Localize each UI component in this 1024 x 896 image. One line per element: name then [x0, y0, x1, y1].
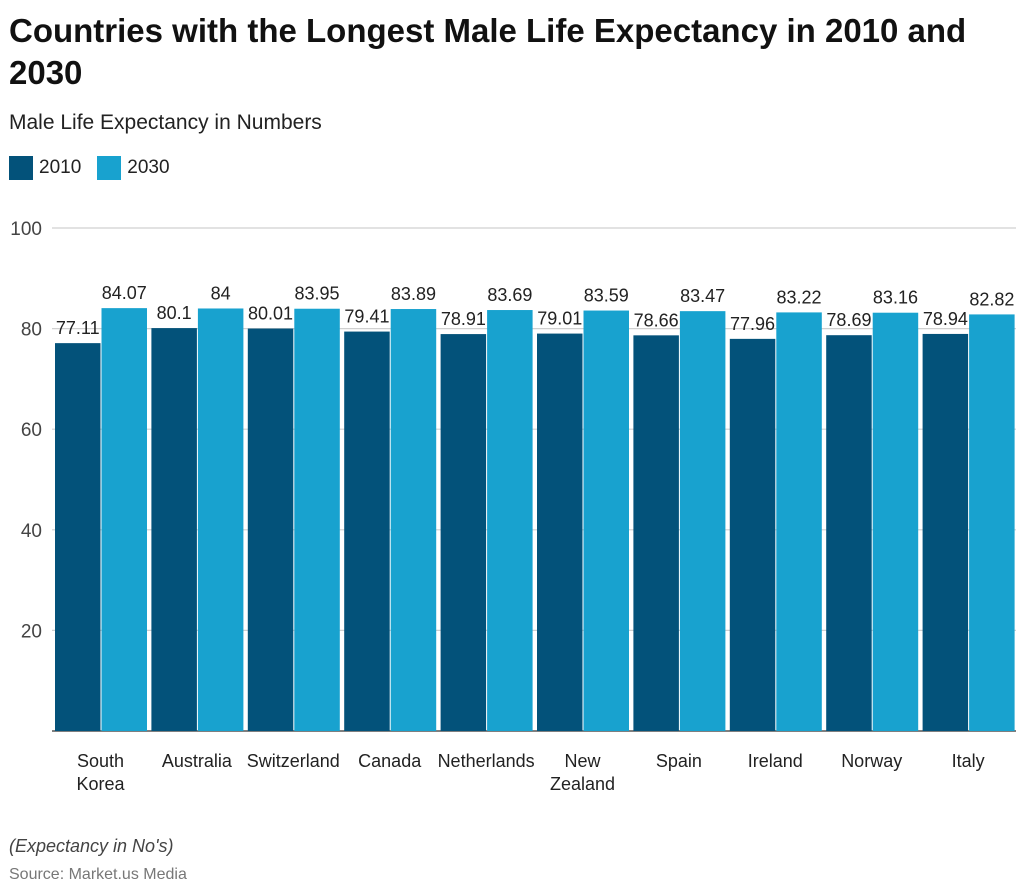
bar-2010	[826, 335, 872, 731]
x-tick-label: South	[77, 751, 124, 771]
data-label: 78.69	[826, 310, 871, 330]
y-tick-label: 40	[21, 521, 42, 542]
data-label: 82.82	[969, 289, 1014, 309]
legend-item-2030: 2030	[97, 156, 170, 180]
bar-2030	[390, 309, 437, 731]
bar-2030	[872, 312, 919, 731]
bar-2010	[55, 343, 101, 731]
chart-source: Source: Market.us Media	[9, 866, 187, 883]
bar-2030	[776, 312, 822, 731]
data-label: 78.94	[923, 309, 968, 329]
bar-2010	[537, 333, 583, 731]
bar-2010	[247, 328, 294, 731]
data-label: 77.96	[730, 314, 775, 334]
bar-2010	[440, 334, 487, 731]
legend: 2010 2030	[9, 156, 170, 180]
bar-2030	[487, 310, 533, 731]
bar-2010	[633, 335, 679, 731]
data-label: 83.22	[777, 287, 822, 307]
data-label: 83.59	[584, 286, 629, 306]
legend-swatch-2010	[9, 156, 33, 180]
data-label: 78.91	[441, 309, 486, 329]
bar-2010	[151, 328, 197, 731]
data-label: 77.11	[56, 318, 100, 338]
x-tick-label: Switzerland	[247, 751, 340, 771]
data-label: 79.41	[344, 307, 389, 327]
data-label: 83.16	[873, 288, 918, 308]
data-label: 83.69	[487, 285, 532, 305]
x-tick-label: Zealand	[550, 774, 615, 794]
x-tick-label: Australia	[162, 751, 233, 771]
y-tick-label: 60	[21, 420, 42, 441]
data-label: 84	[211, 283, 231, 303]
y-tick-label: 80	[21, 320, 42, 341]
data-label: 83.89	[391, 284, 436, 304]
x-tick-label: Spain	[656, 751, 702, 771]
chart-subtitle: Male Life Expectancy in Numbers	[9, 111, 322, 134]
bar-2030	[679, 311, 726, 731]
bar-2030	[197, 308, 244, 731]
bar-2030	[101, 308, 147, 731]
data-label: 83.47	[680, 286, 725, 306]
data-label: 83.95	[295, 284, 340, 304]
data-label: 80.1	[157, 303, 192, 323]
x-tick-label: Canada	[358, 751, 422, 771]
data-label: 80.01	[248, 304, 293, 324]
legend-label: 2010	[39, 157, 82, 178]
data-label: 79.01	[537, 309, 582, 329]
bar-2030	[294, 308, 340, 731]
y-tick-label: 20	[21, 621, 42, 642]
x-tick-label: New	[564, 751, 601, 771]
legend-item-2010: 2010	[9, 156, 81, 180]
bar-2030	[969, 314, 1015, 731]
bar-2010	[729, 338, 776, 731]
legend-label: 2030	[127, 157, 170, 178]
chart-note: (Expectancy in No's)	[9, 836, 174, 856]
x-tick-label: Ireland	[748, 751, 803, 771]
x-tick-label: Korea	[76, 774, 125, 794]
bar-2030	[583, 310, 629, 731]
x-tick-label: Norway	[841, 751, 902, 771]
y-tick-label: 100	[10, 219, 42, 240]
legend-swatch-2030	[97, 156, 122, 180]
x-tick-label: Italy	[952, 751, 985, 771]
chart-title: Countries with the Longest Male Life Exp…	[9, 12, 967, 91]
x-tick-label: Netherlands	[438, 751, 535, 771]
data-label: 78.66	[634, 310, 679, 330]
bar-2010	[344, 331, 390, 731]
data-label: 84.07	[102, 283, 147, 303]
bar-2010	[922, 333, 969, 731]
